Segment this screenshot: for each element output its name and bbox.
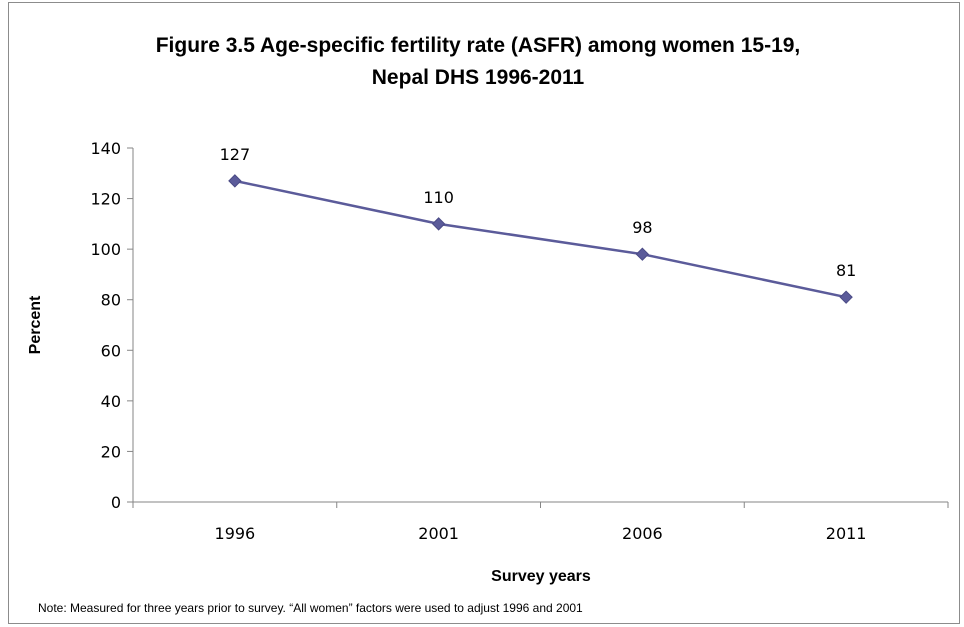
data-point-marker: [635, 247, 650, 261]
y-axis-title: Percent: [27, 295, 44, 354]
y-tick-label: 20: [101, 442, 121, 461]
data-label: 110: [423, 188, 454, 207]
chart-frame: [8, 2, 960, 624]
plot-area: 0 20 40 60 80 100 120 140 1996 2001 2006 2011 127 110…: [90, 139, 949, 543]
y-tick-label: 100: [90, 240, 121, 259]
data-point-marker: [228, 174, 242, 188]
y-tick-label: 120: [90, 190, 121, 209]
data-point-marker: [839, 290, 853, 304]
data-point-marker: [431, 217, 446, 231]
footnote: Note: Measured for three years prior to …: [38, 601, 583, 615]
data-label: 81: [836, 261, 856, 280]
data-label: 127: [220, 145, 251, 164]
y-tick-label: 40: [101, 392, 121, 411]
data-label: 98: [632, 218, 652, 237]
y-tick-label: 80: [101, 291, 121, 310]
y-tick-label: 140: [90, 139, 121, 158]
y-tick-label: 60: [101, 341, 121, 360]
series-line: [234, 179, 847, 299]
x-tick-label: 2006: [622, 524, 663, 543]
chart-subtitle: Nepal DHS 1996-2011: [372, 66, 585, 89]
x-tick-label: 2001: [418, 524, 459, 543]
x-tick-label: 1996: [215, 524, 256, 543]
x-tick-label: 2011: [826, 524, 867, 543]
y-tick-label: 0: [111, 493, 121, 512]
chart-title: Figure 3.5 Age-specific fertility rate (…: [156, 34, 801, 57]
x-axis-title: Survey years: [491, 568, 591, 585]
